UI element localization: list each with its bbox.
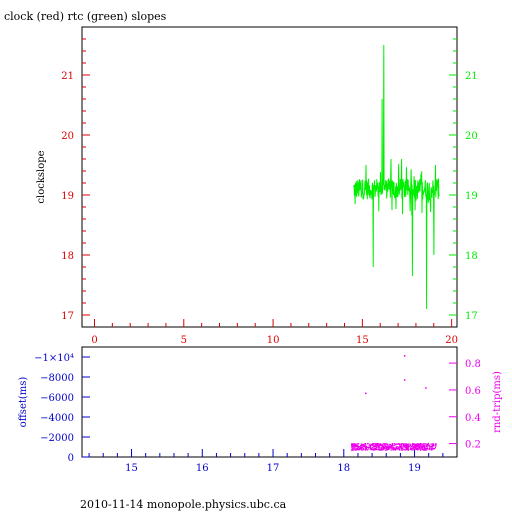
rnd-trip-points	[350, 442, 437, 451]
y-tick-label-right: 19	[465, 191, 478, 202]
x-tick-label-bottom: 18	[337, 463, 350, 474]
y-tick-label-left-bottom: 0	[68, 453, 74, 464]
y-tick-label-left-bottom: −2000	[40, 433, 74, 444]
y-tick-label-right: 21	[465, 71, 478, 82]
y-tick-label-left-bottom: −6000	[40, 393, 74, 404]
y-tick-label-right: 17	[465, 311, 478, 322]
x-tick-label-bottom: 16	[196, 463, 209, 474]
rnd-trip-outlier	[425, 387, 427, 389]
y-tick-label-left-bottom: −1×10⁴	[34, 353, 74, 364]
y-tick-label-right-bottom: 0.4	[465, 413, 481, 424]
top-plot-frame	[81, 26, 458, 328]
y-tick-label-left: 21	[61, 71, 74, 82]
y-tick-label-left: 20	[61, 131, 74, 142]
y-tick-label-right: 18	[465, 251, 478, 262]
top-panel: 0 5 10 15 20 17 18 19 20 21 17 18 19 20 21 clockslope	[36, 26, 478, 346]
y-tick-label-right: 20	[465, 131, 478, 142]
rnd-trip-outlier	[403, 355, 406, 357]
y-tick-label-left: 18	[61, 251, 74, 262]
x-tick-label-bottom: 19	[408, 463, 421, 474]
x-tick-label-top: 15	[356, 335, 369, 346]
chart-title: clock (red) rtc (green) slopes	[4, 10, 167, 23]
y-tick-label-right-bottom: 0.6	[465, 386, 481, 397]
y-tick-label-left: 19	[61, 191, 74, 202]
x-tick-label-top: 10	[267, 335, 280, 346]
footer-text: 2010-11-14 monopole.physics.ubc.ca	[80, 498, 287, 511]
rnd-trip-outlier	[403, 379, 406, 381]
x-tick-label-top: 5	[181, 335, 187, 346]
bottom-panel: 15 16 17 18 19 0 −2000 −4000 −6000 −8000 −1×10⁴ 0.2…	[18, 346, 503, 474]
y-axis-label-left-bottom: offset(ms)	[18, 377, 29, 428]
x-tick-label-bottom: 17	[267, 463, 280, 474]
bottom-plot-frame	[81, 346, 458, 458]
y-tick-label-right-bottom: 0.2	[465, 440, 481, 451]
y-tick-label-left-bottom: −8000	[40, 373, 74, 384]
rnd-trip-outlier	[365, 392, 367, 395]
y-axis-label-right-bottom: rnd-trip(ms)	[492, 371, 503, 433]
y-tick-label-left-bottom: −4000	[40, 413, 74, 424]
rtc-slope-series	[353, 44, 440, 310]
y-axis-label-top: clockslope	[36, 150, 47, 203]
y-tick-label-right-bottom: 0.8	[465, 359, 481, 370]
x-tick-label-top: 0	[91, 335, 97, 346]
y-tick-label-left: 17	[61, 311, 74, 322]
x-tick-label-top: 20	[445, 335, 458, 346]
x-tick-label-bottom: 15	[125, 463, 138, 474]
